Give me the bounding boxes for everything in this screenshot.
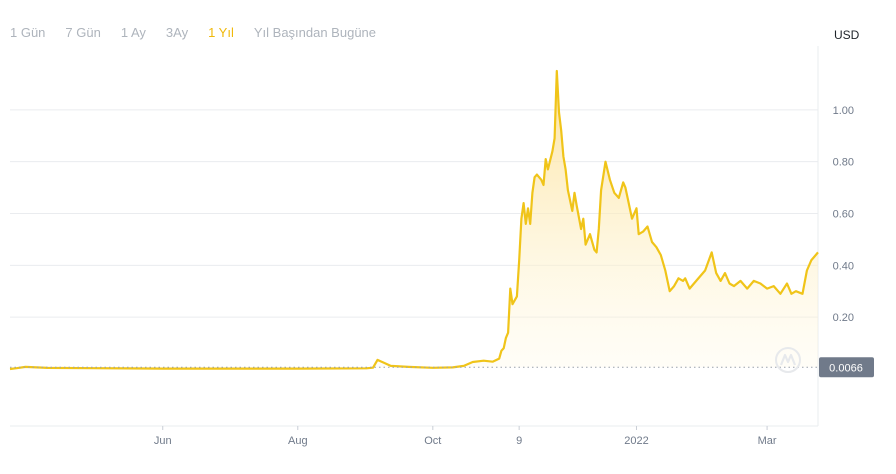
y-tick-label: 0.20 <box>833 312 854 324</box>
y-tick-label: 1.00 <box>833 105 854 117</box>
tab-1-month[interactable]: 1 Ay <box>120 25 146 40</box>
tab-7-days[interactable]: 7 Gün <box>65 25 101 40</box>
tab-1-day[interactable]: 1 Gün <box>10 25 46 40</box>
x-tick-label: Aug <box>288 435 308 447</box>
y-tick-label: 0.40 <box>833 260 854 272</box>
y-tick-labels: 0.20 0.40 0.60 0.80 1.00 <box>833 105 854 324</box>
x-tick-label: Mar <box>758 435 777 447</box>
x-tick-label: 9 <box>516 435 522 447</box>
watermark-logo-icon <box>775 347 801 373</box>
currency-label: USD <box>834 28 860 42</box>
current-price-tag-bg <box>819 357 874 378</box>
x-tick-label: Oct <box>424 435 441 447</box>
price-series-line <box>9 69 819 371</box>
y-tick-label: 0.60 <box>833 208 854 220</box>
current-price-tag: 0.0066 <box>819 357 874 378</box>
range-tabs: 1 Gün 7 Gün 1 Ay 3Ay 1 Yıl Yıl Başından … <box>10 20 376 46</box>
x-tick-label: 2022 <box>624 435 648 447</box>
x-tick-labels: Jun Aug Oct 9 2022 Mar <box>154 426 777 447</box>
price-area <box>10 71 818 369</box>
current-price-tag-label: 0.0066 <box>829 362 863 374</box>
y-tick-label: 0.80 <box>833 157 854 169</box>
x-tick-label: Jun <box>154 435 172 447</box>
tab-year-to-date[interactable]: Yıl Başından Bugüne <box>253 25 377 40</box>
tab-1-year[interactable]: 1 Yıl <box>208 25 234 40</box>
tab-3-months[interactable]: 3Ay <box>165 25 189 40</box>
